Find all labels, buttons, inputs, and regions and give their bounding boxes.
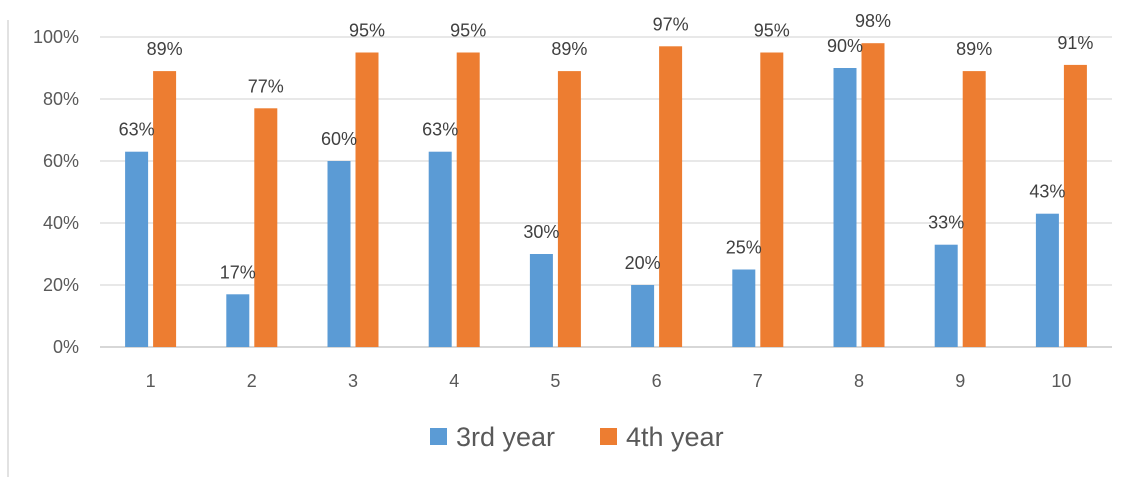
bar [254,108,277,347]
data-label: 97% [653,14,689,34]
legend: 3rd year 4th year [430,422,724,452]
y-tick-label: 20% [43,275,79,295]
bar [963,71,986,347]
bar [328,161,351,347]
x-tick-label: 10 [1051,371,1071,391]
data-label: 17% [220,262,256,282]
bar [631,285,654,347]
bar [834,68,857,347]
bar [530,254,553,347]
bar [732,270,755,348]
y-tick-label: 80% [43,89,79,109]
x-tick-label: 1 [146,371,156,391]
data-label: 90% [827,36,863,56]
data-label: 33% [928,213,964,233]
y-tick-label: 60% [43,151,79,171]
data-label: 95% [450,21,486,41]
bar [356,53,379,348]
x-tick-label: 9 [955,371,965,391]
data-label: 91% [1057,33,1093,53]
x-axis-ticks: 1 2 3 4 5 6 7 8 9 10 [146,371,1072,391]
data-label: 95% [754,21,790,41]
data-label: 89% [956,39,992,59]
data-label: 89% [147,39,183,59]
data-label: 43% [1029,182,1065,202]
data-label: 60% [321,129,357,149]
data-label: 77% [248,76,284,96]
legend-swatch [430,428,447,445]
bar [125,152,148,347]
x-tick-label: 4 [449,371,459,391]
bar [1036,214,1059,347]
x-tick-label: 7 [753,371,763,391]
data-label: 25% [726,238,762,258]
bar [760,53,783,348]
legend-swatch [600,428,617,445]
bar [935,245,958,347]
y-tick-label: 40% [43,213,79,233]
data-label: 98% [855,11,891,31]
legend-label: 3rd year [456,422,555,452]
y-tick-label: 0% [53,337,79,357]
x-tick-label: 5 [550,371,560,391]
x-tick-label: 8 [854,371,864,391]
data-label: 89% [551,39,587,59]
y-axis-ticks: 0% 20% 40% 60% 80% 100% [33,27,79,357]
legend-label: 4th year [626,422,724,452]
data-label: 63% [422,120,458,140]
bar [558,71,581,347]
data-label: 30% [523,222,559,242]
bar [862,43,885,347]
bar [659,46,682,347]
x-tick-label: 2 [247,371,257,391]
data-label: 63% [119,120,155,140]
x-tick-label: 3 [348,371,358,391]
y-tick-label: 100% [33,27,79,47]
bar [153,71,176,347]
bar [429,152,452,347]
x-tick-label: 6 [652,371,662,391]
data-label: 95% [349,21,385,41]
bar [457,53,480,348]
data-label: 20% [625,253,661,273]
bar [1064,65,1087,347]
bar [226,294,249,347]
